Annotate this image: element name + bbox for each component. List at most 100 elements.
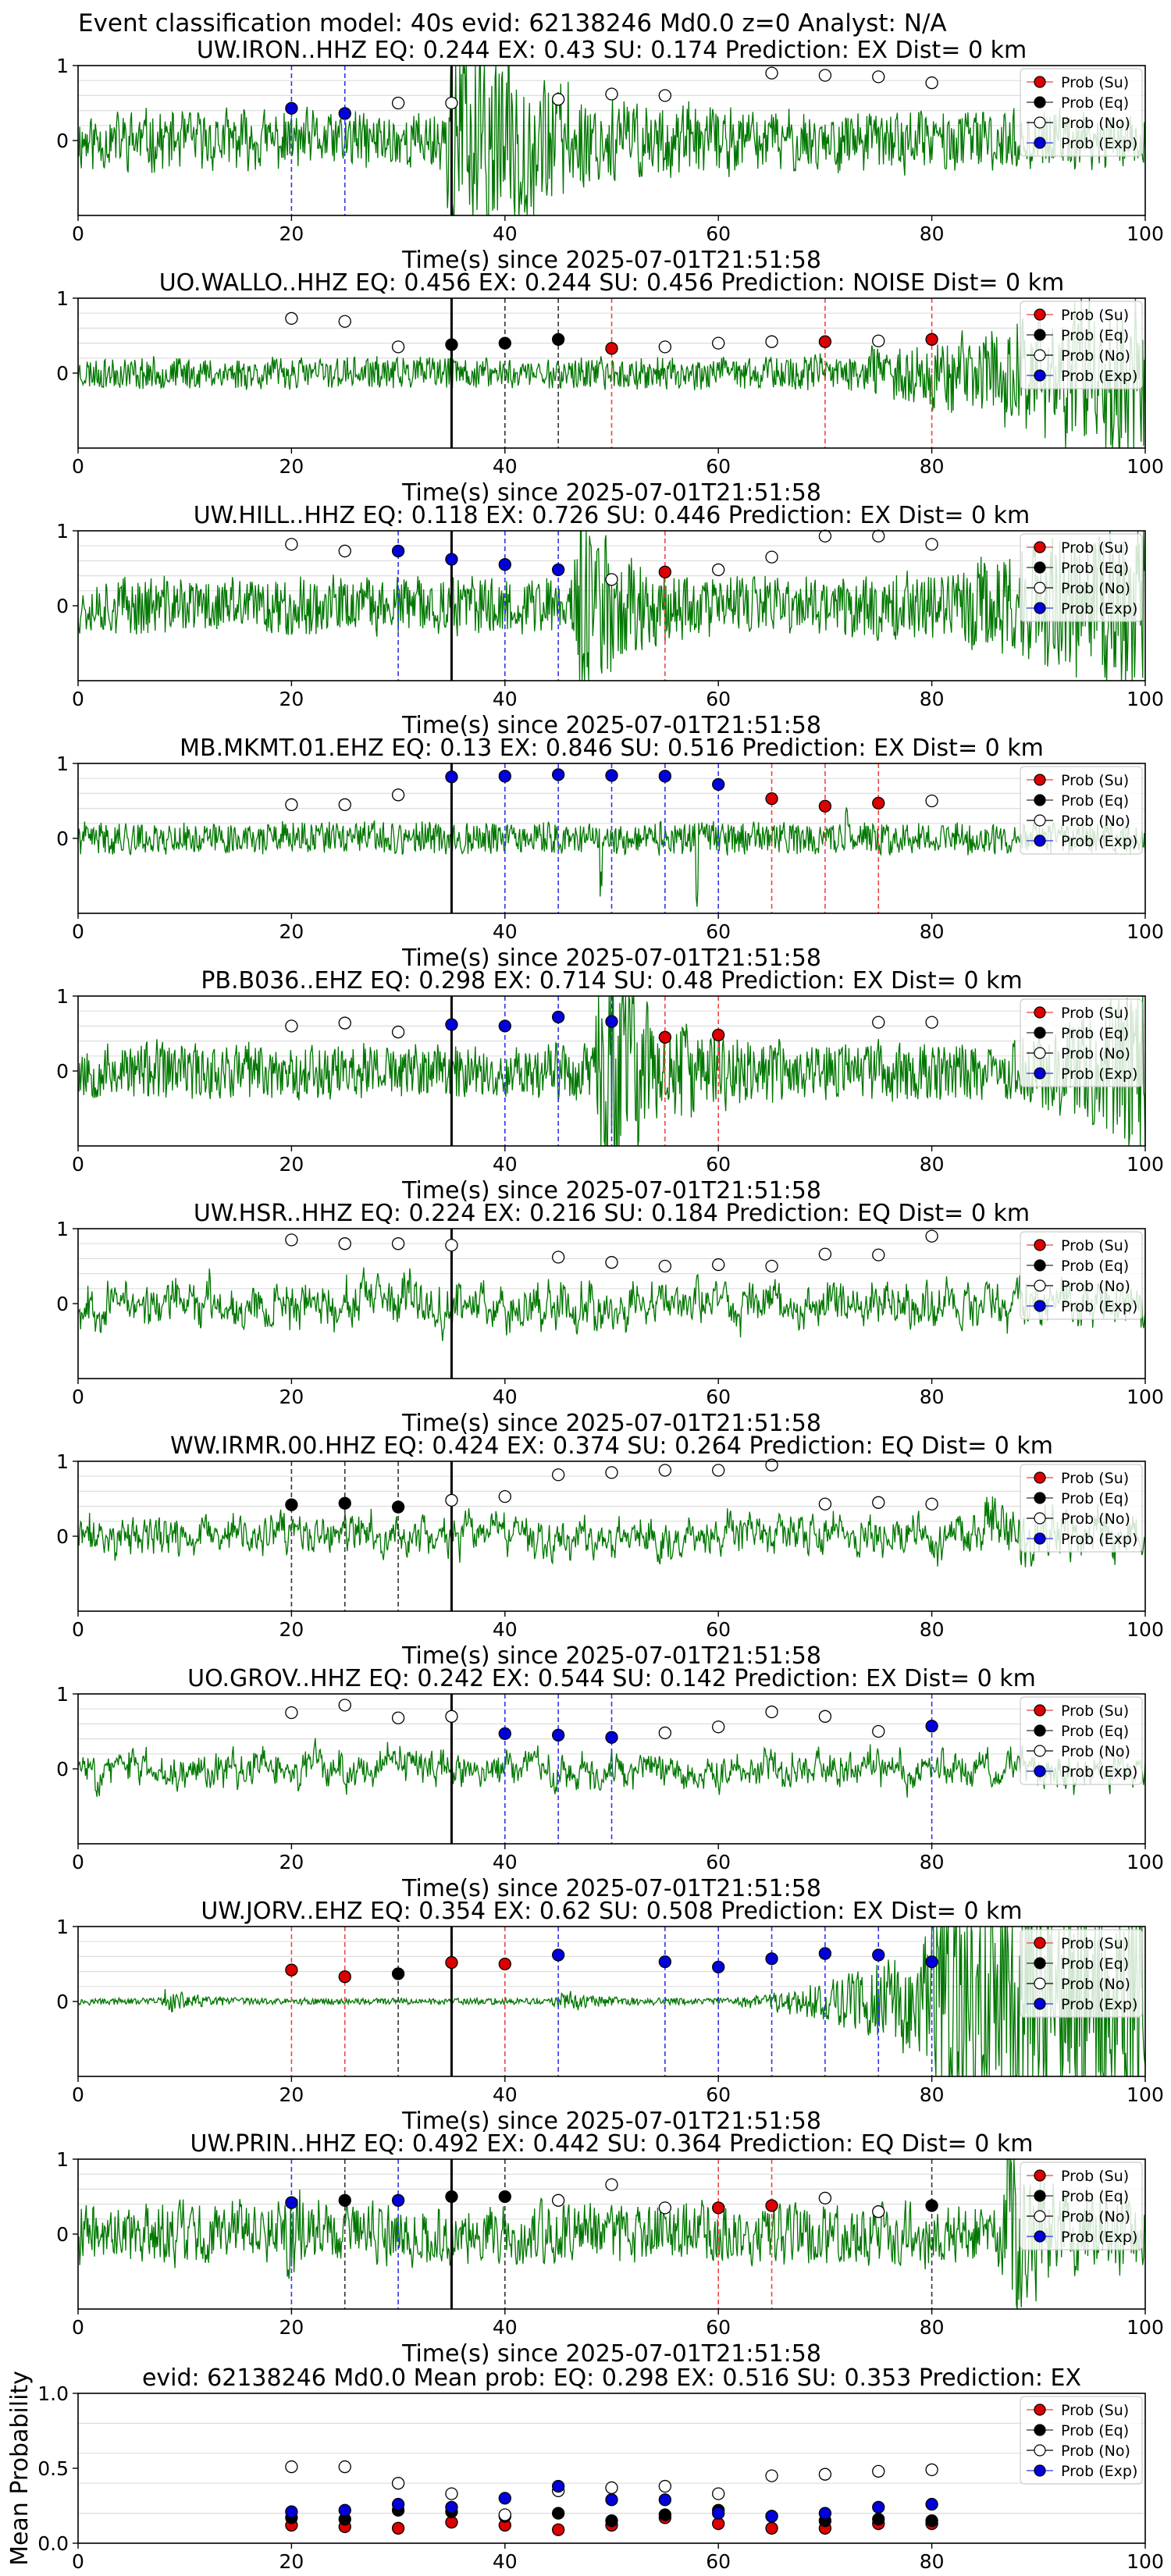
markers: [285, 2178, 938, 2218]
marker-su: [872, 796, 885, 810]
y-tick-label: 0: [56, 827, 69, 850]
marker-no: [765, 1458, 778, 1471]
marker-no: [765, 550, 778, 564]
y-tick-label: 0.5: [37, 2457, 69, 2480]
y-tick-label: 1: [56, 520, 69, 543]
legend-label: Prob (Eq): [1061, 1025, 1129, 1042]
marker-no: [872, 1248, 885, 1261]
markers: [285, 1947, 938, 1984]
marker-no: [765, 1259, 778, 1273]
x-axis-label: Time(s) since 2025-07-01T21:51:58: [401, 1177, 821, 1204]
y-tick-label: 0: [56, 1991, 69, 2013]
marker-exp: [391, 544, 405, 558]
x-tick-label: 40: [493, 1153, 518, 1176]
legend-marker-no: [1034, 116, 1046, 129]
legend-label: Prob (Su): [1061, 2168, 1129, 2185]
markers: [285, 1229, 938, 1273]
panel-title: UW.PRIN..HHZ EQ: 0.492 EX: 0.442 SU: 0.3…: [190, 2130, 1034, 2158]
x-tick-label: 100: [1127, 1618, 1164, 1641]
legend-label: Prob (No): [1061, 1045, 1130, 1062]
legend-marker-no: [1034, 1745, 1046, 1757]
window-lines: [290, 66, 346, 215]
legend-box: [1020, 533, 1143, 622]
y-tick-label: 0: [56, 362, 69, 385]
marker-no: [658, 1259, 671, 1273]
y-tick-label: 0: [56, 130, 69, 152]
legend-marker-no: [1034, 349, 1046, 361]
marker-exp: [765, 2510, 778, 2523]
x-tick-label: 40: [493, 1851, 518, 1873]
x-tick-label: 0: [72, 1851, 84, 1873]
marker-no: [658, 1464, 671, 1477]
legend-label: Prob (Exp): [1061, 135, 1137, 152]
window-lines: [397, 531, 666, 681]
marker-su: [818, 799, 832, 813]
legend-marker-no: [1034, 1512, 1046, 1525]
marker-su: [445, 1955, 458, 1969]
marker-no: [712, 1464, 725, 1477]
figure-title: Event classification model: 40s evid: 62…: [78, 9, 947, 37]
marker-exp: [712, 2507, 725, 2520]
y-tick-label: 1: [56, 1218, 69, 1240]
marker-exp: [658, 770, 671, 783]
marker-no: [818, 2191, 832, 2205]
x-tick-label: 0: [72, 920, 84, 943]
legend-label: Prob (No): [1061, 115, 1130, 132]
marker-exp: [712, 777, 725, 792]
marker-no: [552, 1468, 565, 1482]
marker-su: [765, 792, 778, 806]
marker-su: [712, 2201, 725, 2215]
waveform-trace: [77, 65, 1146, 216]
x-tick-label: 100: [1127, 2550, 1164, 2573]
marker-exp: [605, 769, 618, 782]
marker-no: [712, 336, 725, 350]
marker-su: [605, 342, 618, 355]
x-tick-label: 20: [279, 920, 304, 943]
marker-exp: [498, 1727, 511, 1741]
panels: UW.IRON..HHZ EQ: 0.244 EX: 0.43 SU: 0.17…: [6, 37, 1164, 2573]
legend-marker-exp: [1034, 1300, 1046, 1312]
panel-title: UW.JORV..EHZ EQ: 0.354 EX: 0.62 SU: 0.50…: [201, 1898, 1022, 1925]
legend: Prob (Su) Prob (Eq) Prob (No) Prob (Exp): [1020, 998, 1143, 1087]
marker-eq: [872, 2513, 885, 2526]
legend-marker-eq: [1034, 1259, 1046, 1272]
marker-su: [658, 565, 671, 578]
legend-label: Prob (No): [1061, 2208, 1130, 2226]
marker-exp: [872, 1948, 885, 1962]
legend-marker-exp: [1034, 1067, 1046, 1080]
marker-eq: [391, 1500, 405, 1514]
marker-exp: [925, 1720, 938, 1733]
x-tick-label: 60: [706, 688, 731, 710]
marker-no: [338, 1016, 351, 1030]
x-tick-label: 20: [279, 688, 304, 710]
y-tick-label: 0.0: [37, 2532, 69, 2555]
legend-marker-su: [1034, 774, 1046, 786]
marker-su: [391, 2521, 405, 2535]
marker-exp: [925, 2497, 938, 2511]
marker-no: [552, 2194, 565, 2207]
waveform-trace: [77, 2158, 1146, 2310]
x-tick-label: 60: [706, 222, 731, 245]
marker-no: [338, 798, 351, 811]
legend-label: Prob (Eq): [1061, 1723, 1129, 1740]
marker-exp: [712, 1960, 725, 1973]
panel-title: WW.IRMR.00.HHZ EQ: 0.424 EX: 0.374 SU: 0…: [170, 1432, 1053, 1460]
x-tick-label: 80: [920, 2316, 945, 2339]
x-tick-label: 0: [72, 455, 84, 478]
legend-label: Prob (Eq): [1061, 94, 1129, 112]
marker-eq: [498, 336, 511, 350]
panel-7: WW.IRMR.00.HHZ EQ: 0.424 EX: 0.374 SU: 0…: [56, 1432, 1164, 1670]
y-tick-label: 1: [56, 985, 69, 1008]
marker-no: [338, 1699, 351, 1712]
marker-exp: [445, 770, 458, 784]
legend-label: Prob (Exp): [1061, 600, 1137, 617]
x-axis-label: Time(s) since 2025-07-01T21:51:58: [401, 712, 821, 739]
panel-6: UW.HSR..HHZ EQ: 0.224 EX: 0.216 SU: 0.18…: [56, 1200, 1164, 1437]
legend-label: Prob (No): [1061, 347, 1130, 365]
legend-marker-no: [1034, 1977, 1046, 1990]
x-tick-label: 80: [920, 222, 945, 245]
marker-no: [391, 1237, 405, 1251]
y-tick-label: 1: [56, 1916, 69, 1938]
legend-label: Prob (No): [1061, 580, 1130, 597]
